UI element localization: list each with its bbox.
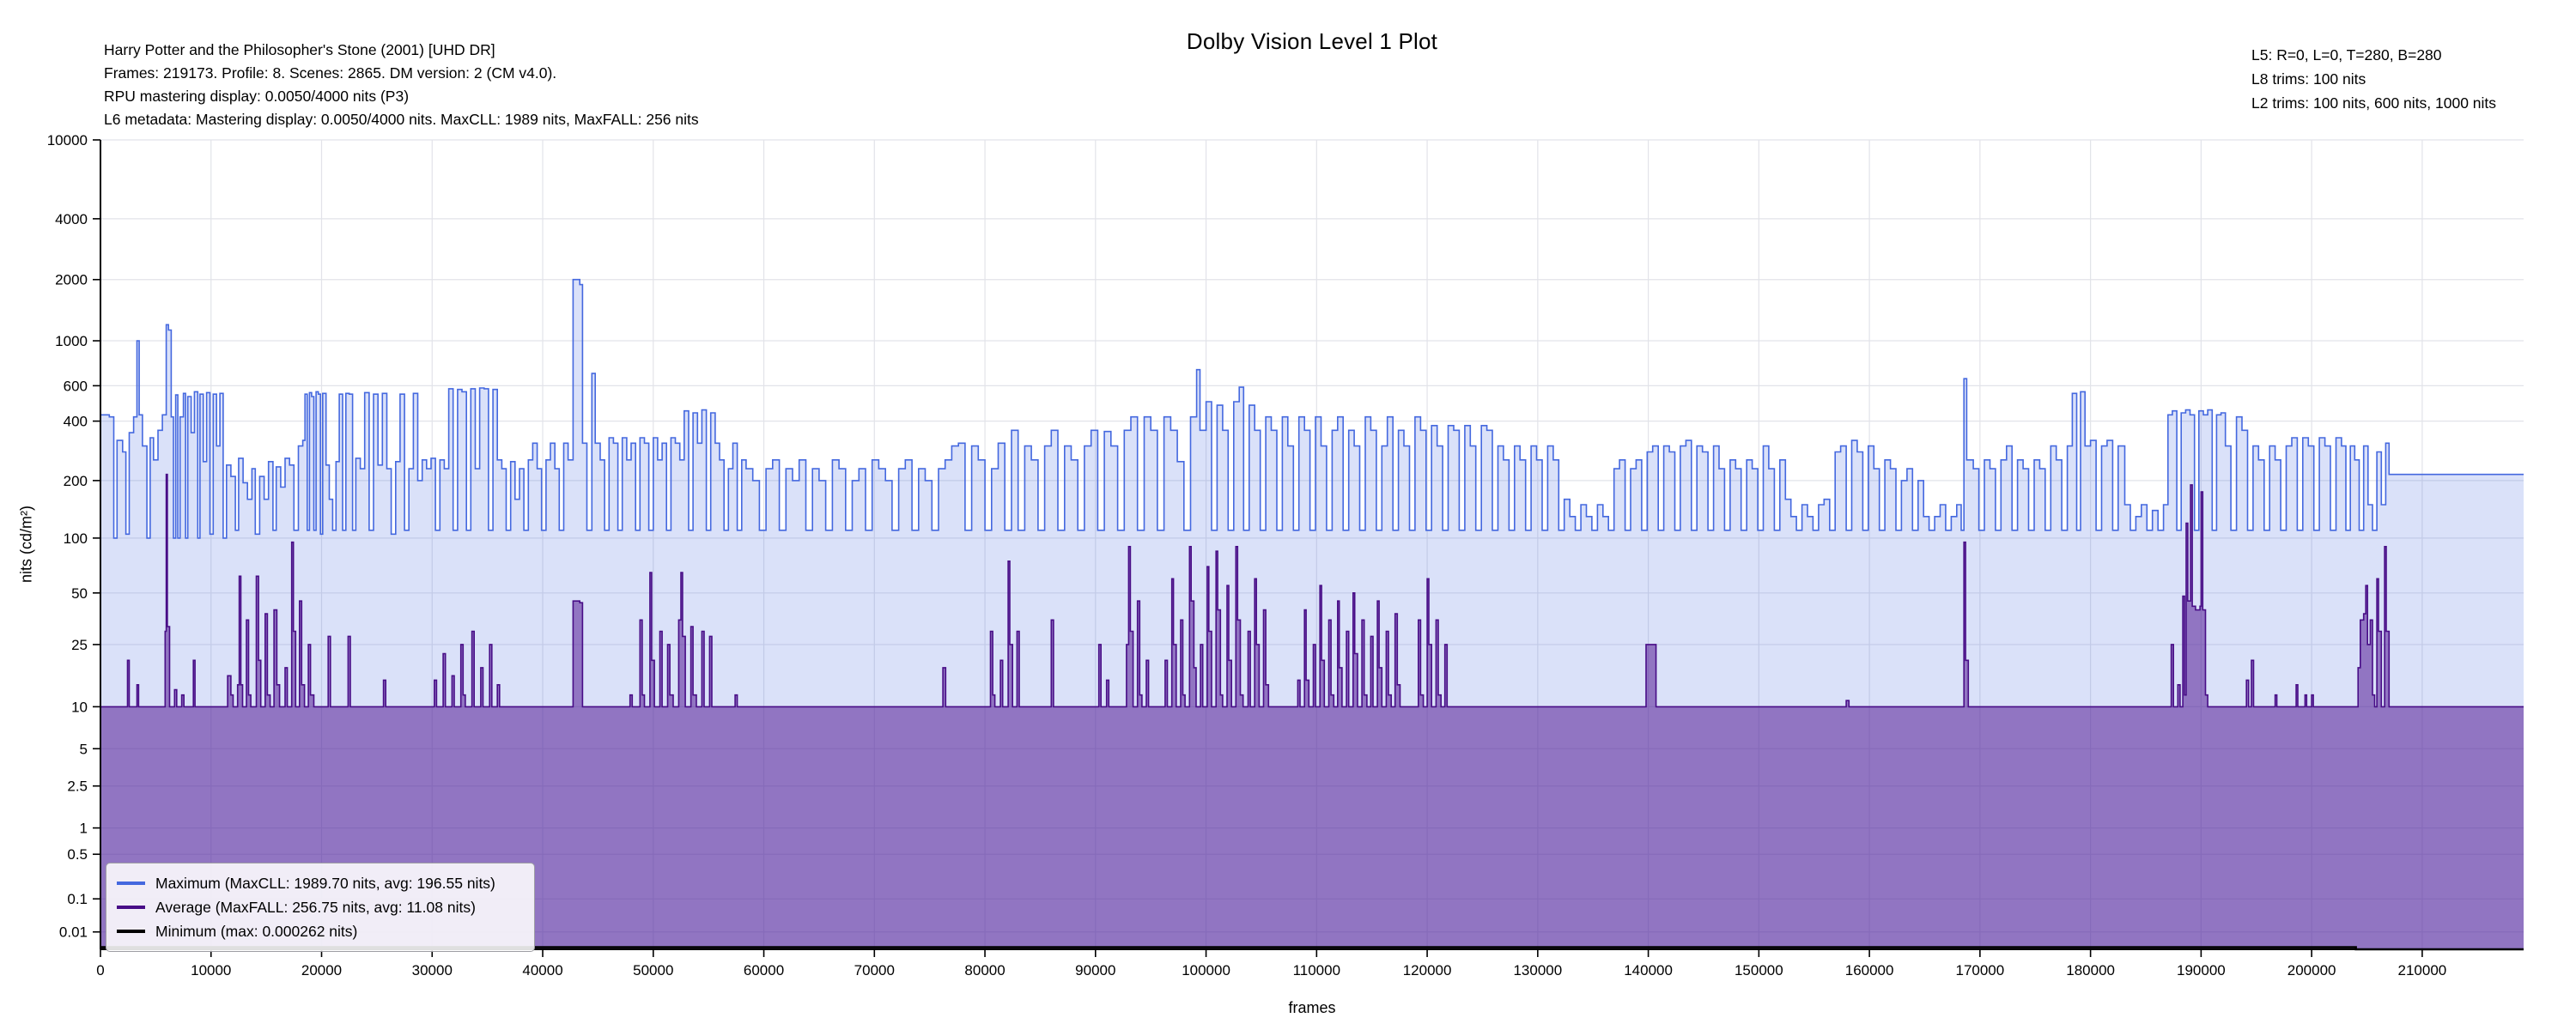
x-tick-label: 100000 [1182,962,1230,978]
y-tick-label: 100 [64,530,88,547]
x-tick-label: 130000 [1513,962,1562,978]
y-tick-label: 1000 [55,333,88,349]
x-tick-label: 110000 [1293,962,1340,978]
x-tick-label: 150000 [1735,962,1783,978]
minimum-line-swatch-icon [117,930,145,933]
x-tick-label: 70000 [854,962,895,978]
maximum-line-swatch-icon [117,882,145,885]
x-tick-label: 20000 [301,962,342,978]
legend-item-average: Average (MaxFALL: 256.75 nits, avg: 11.0… [117,899,524,917]
y-tick-label: 10000 [47,132,88,148]
frames-profile-line: Frames: 219173. Profile: 8. Scenes: 2865… [104,64,557,82]
x-tick-label: 160000 [1845,962,1894,978]
legend-label-average: Average (MaxFALL: 256.75 nits, avg: 11.0… [155,898,476,916]
trims-info-block: L5: R=0, L=0, T=280, B=280 L8 trims: 100… [2251,43,2496,115]
average-line-swatch-icon [117,906,145,909]
y-axis-label: nits (cd/m²) [17,506,35,583]
y-tick-label: 5 [80,741,88,757]
l2-trims-line: L2 trims: 100 nits, 600 nits, 1000 nits [2251,94,2497,112]
average-series-fill [100,474,2524,949]
average-series-line [100,473,2524,708]
y-tick-label: 50 [71,585,88,602]
l8-trims-line: L8 trims: 100 nits [2251,70,2366,88]
l5-trims-line: L5: R=0, L=0, T=280, B=280 [2251,46,2442,64]
x-tick-label: 60000 [744,962,784,978]
legend-box: Maximum (MaxCLL: 1989.70 nits, avg: 196.… [106,863,535,952]
x-tick-label: 140000 [1624,962,1673,978]
y-tick-label: 1 [80,821,88,837]
y-tick-label: 600 [64,378,88,394]
y-tick-label: 10 [71,699,88,715]
y-tick-label: 400 [64,414,88,430]
page-title: Dolby Vision Level 1 Plot [1186,28,1438,54]
y-tick-label: 25 [71,637,88,653]
l6-metadata-line: L6 metadata: Mastering display: 0.0050/4… [104,111,699,128]
x-tick-label: 210000 [2398,962,2447,978]
legend-label-maximum: Maximum (MaxCLL: 1989.70 nits, avg: 196.… [155,874,495,892]
x-tick-label: 50000 [633,962,673,978]
y-tick-label: 4000 [55,211,88,227]
x-tick-label: 120000 [1403,962,1452,978]
metadata-info-block: Harry Potter and the Philosopher's Stone… [104,39,699,131]
rpu-mastering-line: RPU mastering display: 0.0050/4000 nits … [104,88,410,105]
x-tick-label: 0 [96,962,104,978]
y-tick-label: 0.01 [59,924,88,941]
x-tick-label: 200000 [2287,962,2336,978]
movie-title-line: Harry Potter and the Philosopher's Stone… [104,41,495,58]
y-tick-label: 2.5 [67,779,88,795]
maximum-series-line [100,278,2524,539]
x-axis-label: frames [1288,999,1336,1016]
y-tick-label: 0.5 [67,846,88,863]
legend-item-maximum: Maximum (MaxCLL: 1989.70 nits, avg: 196.… [117,875,524,893]
y-tick-label: 200 [64,473,88,489]
y-tick-label: 2000 [55,272,88,288]
x-tick-label: 10000 [191,962,231,978]
x-tick-label: 30000 [412,962,453,978]
x-tick-label: 40000 [522,962,562,978]
legend-item-minimum: Minimum (max: 0.000262 nits) [117,923,524,941]
x-tick-label: 180000 [2066,962,2115,978]
x-tick-label: 90000 [1075,962,1115,978]
legend-label-minimum: Minimum (max: 0.000262 nits) [155,922,358,940]
y-tick-label: 0.1 [67,891,88,907]
x-tick-label: 170000 [1955,962,2004,978]
x-tick-label: 190000 [2177,962,2226,978]
x-tick-label: 80000 [964,962,1005,978]
